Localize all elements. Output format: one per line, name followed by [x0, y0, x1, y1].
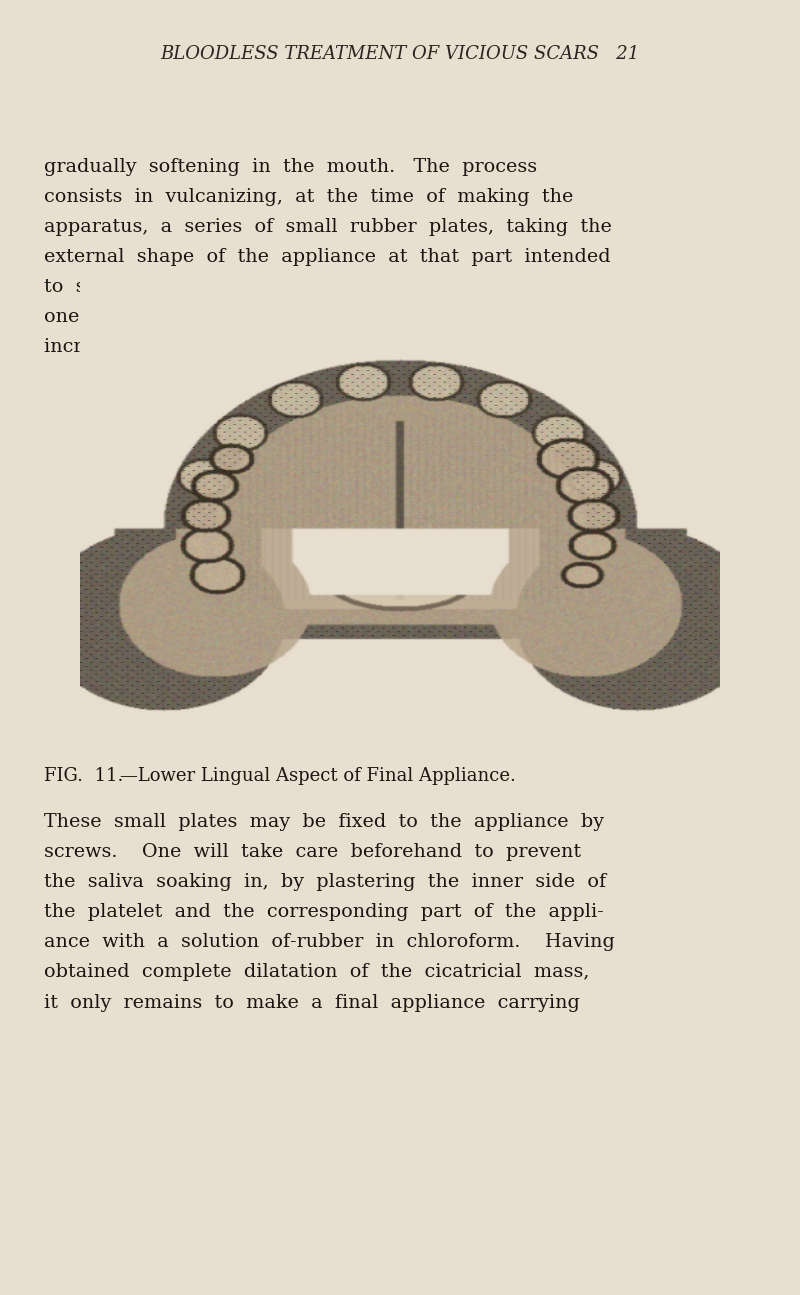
Text: the  saliva  soaking  in,  by  plastering  the  inner  side  of: the saliva soaking in, by plastering the… [44, 873, 606, 891]
Text: consists  in  vulcanizing,  at  the  time  of  making  the: consists in vulcanizing, at the time of … [44, 188, 574, 206]
Text: it  only  remains  to  make  a  final  appliance  carrying: it only remains to make a final applianc… [44, 993, 580, 1011]
Text: screws.    One  will  take  care  beforehand  to  prevent: screws. One will take care beforehand to… [44, 843, 581, 861]
Text: FIG.  11.: FIG. 11. [44, 767, 123, 785]
Text: increases  the  pressure  on  the  tissues  to  be  stretched.: increases the pressure on the tissues to… [44, 338, 616, 356]
Text: BLOODLESS TREATMENT OF VICIOUS SCARS   21: BLOODLESS TREATMENT OF VICIOUS SCARS 21 [160, 45, 640, 63]
Text: one  after  the  other,  of  the  small  plates  in  this  way: one after the other, of the small plates… [44, 308, 591, 326]
Text: ance  with  a  solution  of‑rubber  in  chloroform.    Having: ance with a solution of‑rubber in chloro… [44, 934, 615, 952]
Text: These  small  plates  may  be  fixed  to  the  appliance  by: These small plates may be fixed to the a… [44, 813, 604, 831]
Text: the  platelet  and  the  corresponding  part  of  the  appli-: the platelet and the corresponding part … [44, 904, 604, 921]
Text: apparatus,  a  series  of  small  rubber  plates,  taking  the: apparatus, a series of small rubber plat… [44, 218, 612, 236]
Text: external  shape  of  the  appliance  at  that  part  intended: external shape of the appliance at that … [44, 249, 610, 265]
Text: gradually  softening  in  the  mouth.   The  process: gradually softening in the mouth. The pr… [44, 158, 537, 176]
Text: —Lower Lingual Aspect of Final Appliance.: —Lower Lingual Aspect of Final Appliance… [120, 767, 516, 785]
Text: to  stretch  the  cicatricial  tissues.    The  superposition,: to stretch the cicatricial tissues. The … [44, 278, 596, 297]
Text: obtained  complete  dilatation  of  the  cicatricial  mass,: obtained complete dilatation of the cica… [44, 963, 590, 982]
